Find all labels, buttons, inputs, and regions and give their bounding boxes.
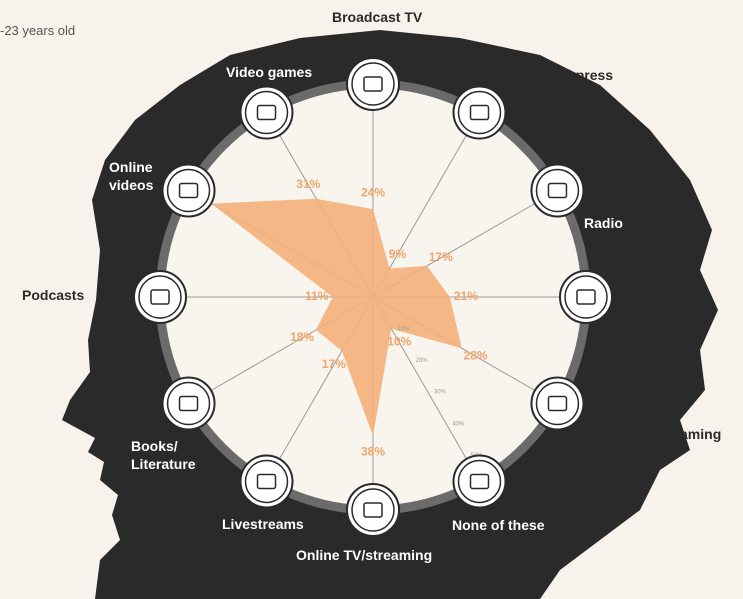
- icon-inner: [564, 275, 608, 319]
- icon-inner: [244, 459, 289, 504]
- category-icon: [346, 483, 400, 537]
- icon-glyph: [363, 502, 383, 518]
- category-icon: [452, 85, 507, 140]
- icon-glyph: [256, 473, 277, 490]
- category-label: Books/Literature: [131, 438, 196, 472]
- category-icon: [559, 270, 613, 324]
- icon-inner: [166, 381, 211, 426]
- r-tick-label: 10%: [397, 326, 410, 332]
- category-icon: [530, 376, 585, 431]
- icon-inner: [457, 459, 502, 504]
- icon-inner: [351, 488, 395, 532]
- category-icon: [530, 163, 585, 218]
- value-label: 28%: [464, 348, 488, 362]
- icon-inner: [351, 62, 395, 106]
- category-icon: [161, 376, 216, 431]
- chart-title: GEN Z: [0, 0, 181, 8]
- icon-inner: [535, 381, 580, 426]
- icon-glyph: [547, 182, 568, 199]
- icon-inner: [166, 168, 211, 213]
- category-label: Podcasts: [22, 287, 85, 303]
- category-icon: [452, 454, 507, 509]
- value-label: 17%: [322, 357, 346, 371]
- icon-glyph: [178, 395, 199, 412]
- category-label: Online press: [659, 284, 703, 318]
- category-label: Video games: [226, 64, 313, 80]
- category-label: Livestreams: [222, 516, 304, 532]
- category-label: None of these: [452, 517, 545, 533]
- r-tick-label: 20%: [416, 358, 429, 364]
- value-label: 17%: [429, 250, 453, 264]
- value-label: 10%: [387, 335, 411, 349]
- icon-glyph: [178, 182, 199, 199]
- category-label: Radio: [584, 215, 623, 231]
- value-label: 24%: [361, 185, 385, 199]
- icon-glyph: [150, 289, 170, 305]
- category-icon: [161, 163, 216, 218]
- category-label: Broadcast TV: [332, 9, 423, 25]
- icon-inner: [138, 275, 182, 319]
- r-tick-label: 40%: [452, 421, 465, 427]
- value-label: 38%: [361, 444, 385, 458]
- value-label: 9%: [389, 247, 407, 261]
- icon-glyph: [469, 473, 490, 490]
- icon-glyph: [363, 76, 383, 92]
- category-icon: [346, 57, 400, 111]
- category-label: Physical press: [515, 67, 614, 83]
- value-label: 18%: [290, 330, 314, 344]
- icon-inner: [457, 90, 502, 135]
- value-label: 21%: [454, 289, 478, 303]
- value-label: 31%: [296, 177, 320, 191]
- icon-glyph: [576, 289, 596, 305]
- icon-inner: [244, 90, 289, 135]
- radar-area: [211, 198, 462, 437]
- value-label: 11%: [305, 289, 329, 303]
- r-tick-label: 30%: [434, 390, 447, 396]
- chart-subtitle: -23 years old: [0, 23, 75, 38]
- category-label: Online TV/streaming: [296, 547, 433, 563]
- category-icon: [133, 270, 187, 324]
- icon-inner: [535, 168, 580, 213]
- category-label: Online videos: [109, 159, 154, 193]
- category-icon: [239, 454, 294, 509]
- icon-glyph: [547, 395, 568, 412]
- icon-glyph: [469, 104, 490, 121]
- icon-glyph: [256, 104, 277, 121]
- radar-polygon: [211, 198, 462, 437]
- category-icon: [239, 85, 294, 140]
- category-label: Music-streaming: [610, 426, 722, 442]
